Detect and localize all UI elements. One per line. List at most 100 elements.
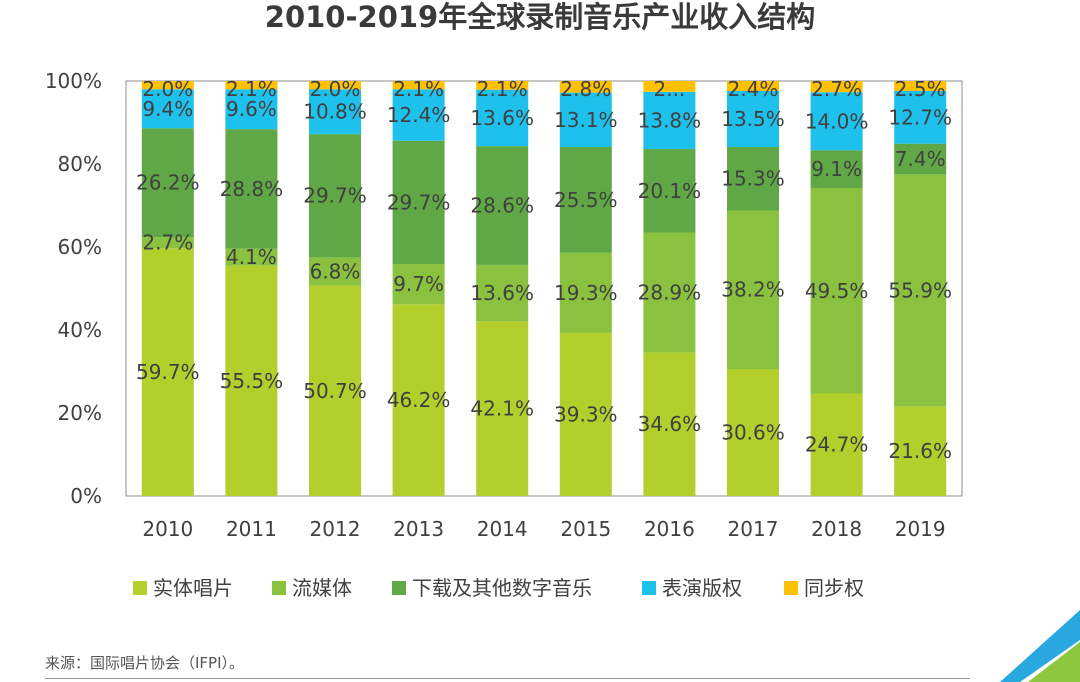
bar-segment	[392, 304, 445, 496]
bar-segment	[727, 369, 779, 496]
legend-item-physical: 实体唱片	[133, 572, 233, 604]
data-label: 13.1%	[554, 108, 618, 132]
bar-segment	[810, 393, 863, 496]
data-label: 12.4%	[387, 103, 451, 127]
stacked-bar-chart: 0% 20% 40% 60% 80% 100% 2010 2011 2012 2013 2014 20…	[45, 69, 963, 541]
legend-swatch	[642, 581, 656, 595]
y-tick-label: 100%	[45, 69, 102, 93]
data-label: 28.6%	[470, 194, 534, 218]
data-label: 28.8%	[220, 177, 284, 201]
data-label: 2.8%	[560, 77, 611, 101]
y-tick-label: 40%	[58, 318, 102, 342]
bar-segment	[727, 81, 779, 91]
bar-segment	[141, 248, 194, 496]
data-label: 26.2%	[136, 171, 200, 195]
legend-swatch	[784, 581, 798, 595]
bar-segment	[559, 332, 612, 496]
plot-frame	[125, 80, 963, 497]
x-tick-label: 2016	[644, 517, 695, 541]
chart-title: 2010-2019年全球录制音乐产业收入结构	[264, 0, 816, 34]
bar-segment	[559, 81, 612, 93]
data-label: 29.7%	[303, 184, 367, 208]
data-label: 2.4%	[728, 77, 779, 101]
bar-segment	[392, 264, 445, 305]
bar-segment	[559, 92, 612, 147]
bar-segment	[309, 134, 361, 258]
bar-segment	[225, 89, 278, 130]
data-label: 29.7%	[387, 190, 451, 214]
data-label: 2.7%	[142, 231, 193, 255]
data-label: 2...	[654, 77, 686, 101]
data-label: 21.6%	[888, 439, 952, 463]
data-label: 9.1%	[811, 157, 862, 181]
data-label: 38.2%	[721, 278, 785, 302]
bar-segment	[309, 81, 361, 90]
bar-segment	[309, 257, 361, 286]
logo-stripe-blue	[1000, 610, 1080, 682]
y-tick-label: 80%	[58, 152, 102, 176]
source-note: 来源：国际唱片协会（IFPI）。	[45, 654, 245, 672]
footer-divider	[45, 678, 970, 679]
bar-segment	[309, 285, 361, 496]
legend-label: 流媒体	[292, 576, 352, 600]
bar-segment	[727, 146, 779, 211]
x-tick-label: 2013	[393, 517, 444, 541]
data-label: 49.5%	[805, 279, 869, 303]
data-label: 19.3%	[554, 281, 618, 305]
data-label: 30.6%	[721, 421, 785, 445]
bar-segment	[225, 248, 278, 266]
bar-segment	[810, 92, 863, 151]
y-tick-label: 60%	[58, 235, 102, 259]
data-label: 9.4%	[142, 97, 193, 121]
x-tick-label: 2018	[811, 517, 862, 541]
brand-corner-graphic	[1000, 610, 1080, 682]
data-label: 13.6%	[470, 281, 534, 305]
data-label: 14.0%	[805, 109, 869, 133]
x-tick-label: 2014	[477, 517, 528, 541]
data-label: 7.4%	[895, 147, 946, 171]
data-label: 55.5%	[220, 369, 284, 393]
data-label: 2.5%	[895, 77, 946, 101]
bar-segment	[894, 90, 947, 144]
legend-swatch	[392, 581, 406, 595]
data-label: 39.3%	[554, 402, 618, 426]
bar-segment	[643, 232, 696, 353]
data-label: 28.9%	[638, 280, 702, 304]
data-label: 2.1%	[226, 77, 277, 101]
bar-segment	[141, 237, 194, 249]
bar-segment	[476, 264, 529, 322]
bar-segment	[392, 81, 445, 90]
bar-segment	[643, 91, 696, 150]
data-label: 2.1%	[477, 77, 528, 101]
legend-label: 下载及其他数字音乐	[412, 576, 592, 600]
data-label: 50.7%	[303, 379, 367, 403]
bar-segment	[476, 81, 529, 90]
data-label: 9.7%	[393, 272, 444, 296]
logo-stripe-green	[1028, 642, 1080, 682]
bar-segment	[141, 89, 194, 129]
bar-segment	[476, 321, 529, 496]
legend-swatch	[272, 581, 286, 595]
data-label: 4.1%	[226, 245, 277, 269]
bar-segment	[894, 81, 947, 91]
data-label: 2.7%	[811, 77, 862, 101]
x-tick-label: 2015	[560, 517, 611, 541]
bar-segment	[727, 90, 779, 147]
data-label: 13.5%	[721, 107, 785, 131]
bar-segment	[392, 89, 445, 141]
bar-segment	[894, 174, 947, 407]
data-label: 42.1%	[470, 397, 534, 421]
bar-segment	[894, 406, 947, 496]
data-label: 15.3%	[721, 167, 785, 191]
bar-segment	[141, 128, 194, 238]
bar-segment	[727, 210, 779, 370]
y-tick-label: 0%	[70, 484, 102, 508]
data-label: 34.6%	[638, 412, 702, 436]
legend-label: 实体唱片	[153, 576, 233, 600]
bar-segment	[476, 146, 529, 265]
bar-segment	[225, 265, 278, 496]
bar-segment	[559, 146, 612, 253]
legend-item-sync-rights: 同步权	[784, 572, 864, 604]
x-tick-label: 2017	[728, 517, 779, 541]
data-label: 6.8%	[310, 259, 361, 283]
